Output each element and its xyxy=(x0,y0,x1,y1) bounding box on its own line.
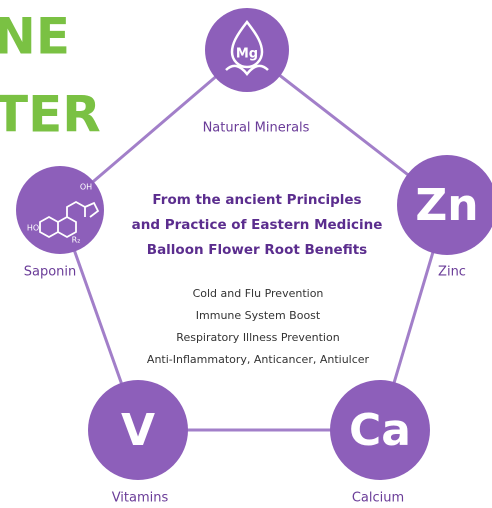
node-label: Saponin xyxy=(24,265,77,280)
drop-icon xyxy=(230,19,264,69)
header-line: NE xyxy=(0,8,70,66)
node-symbol: Ca xyxy=(349,405,411,456)
molecule-text: R₂ xyxy=(72,236,81,245)
node-mg: Mg xyxy=(205,8,289,92)
center-heading: Balloon Flower Root Benefits xyxy=(147,242,367,258)
node-label: Vitamins xyxy=(112,491,169,506)
node-label: Zinc xyxy=(438,265,466,280)
center-heading: and Practice of Eastern Medicine xyxy=(132,217,383,233)
node-circle xyxy=(205,8,289,92)
node-circle xyxy=(88,380,188,480)
node-circle xyxy=(330,380,430,480)
node-circle xyxy=(397,155,492,255)
benefit: Immune System Boost xyxy=(196,309,321,322)
node-saponin: OH HO R₂ xyxy=(16,166,104,254)
node-symbol: Mg xyxy=(236,47,258,62)
node-symbol: V xyxy=(121,405,155,456)
molecule-icon xyxy=(39,200,100,239)
benefit: Anti-Inflammatory, Anticancer, Antiulcer xyxy=(147,353,370,366)
benefit: Respiratory Illness Prevention xyxy=(176,331,339,344)
node-label: Calcium xyxy=(352,491,404,506)
center-heading: From the ancient Principles xyxy=(152,192,361,208)
node-circle xyxy=(16,166,104,254)
molecule-text: HO xyxy=(27,224,39,233)
header-line: TER xyxy=(0,86,101,144)
node-label: Natural Minerals xyxy=(203,121,310,136)
molecule-text: OH xyxy=(80,183,92,192)
pentagon xyxy=(58,48,449,432)
benefit: Cold and Flu Prevention xyxy=(193,287,324,300)
node-symbol: Zn xyxy=(415,180,478,231)
leaf-icon xyxy=(225,64,269,77)
